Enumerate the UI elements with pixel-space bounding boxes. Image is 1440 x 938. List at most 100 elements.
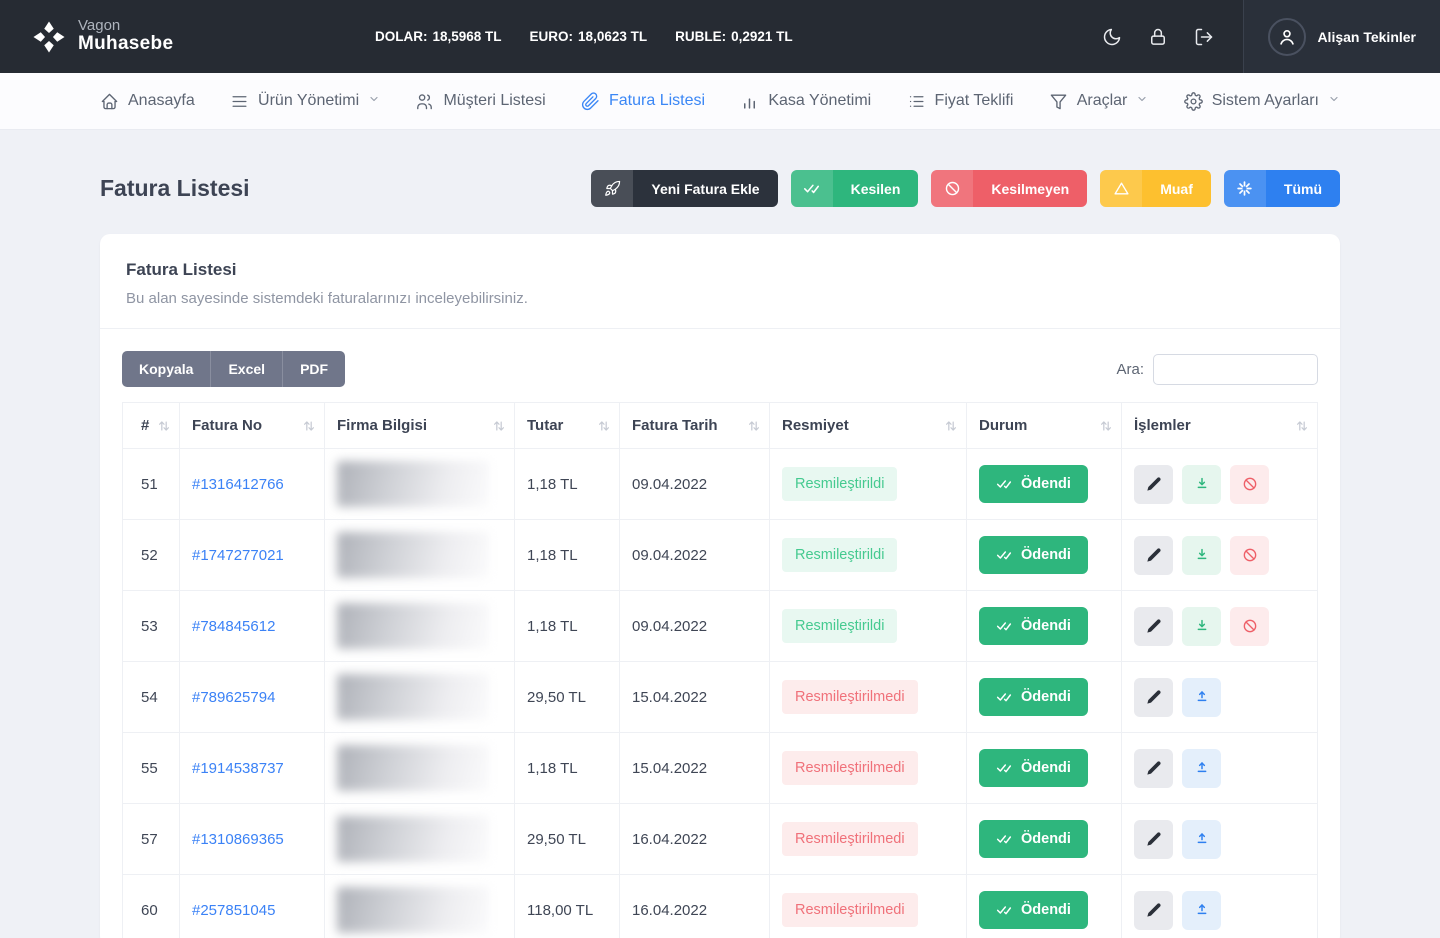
- col-header-firma-bilgisi[interactable]: Firma Bilgisi: [324, 402, 515, 449]
- download-icon: [1197, 619, 1206, 631]
- chevron-down-icon: [1328, 92, 1340, 110]
- action-group: [1134, 606, 1305, 646]
- invoice-link[interactable]: #1747277021: [192, 546, 284, 564]
- invoice-link[interactable]: #257851045: [192, 901, 276, 919]
- pdf-button[interactable]: PDF: [282, 351, 346, 387]
- sort-icon: [302, 419, 316, 433]
- col-header-tutar[interactable]: Tutar: [514, 402, 620, 449]
- ban-button[interactable]: [1230, 535, 1269, 575]
- kesilen-filter-button[interactable]: Kesilen: [790, 170, 919, 207]
- status-label: Ödendi: [1021, 476, 1071, 492]
- status-button[interactable]: Ödendi: [979, 465, 1088, 503]
- nav-label: Fiyat Teklifi: [934, 92, 1014, 109]
- table-row: 52 #1747277021 1,18 TL 09.04.2022 Resmil…: [122, 519, 1318, 591]
- download-button[interactable]: [1182, 464, 1221, 504]
- user-menu[interactable]: Alişan Tekinler: [1243, 0, 1440, 73]
- edit-button[interactable]: [1134, 890, 1173, 930]
- edit-button[interactable]: [1134, 677, 1173, 717]
- lock-button[interactable]: [1135, 14, 1181, 60]
- ban-button[interactable]: [1230, 606, 1269, 646]
- formality-badge: Resmileştirildi: [782, 538, 898, 572]
- download-button[interactable]: [1182, 535, 1221, 575]
- invoice-link[interactable]: #784845612: [192, 617, 276, 635]
- upload-button[interactable]: [1182, 819, 1221, 859]
- nav-item-sistem-ayarlari[interactable]: Sistem Ayarları: [1183, 91, 1340, 111]
- nav-item-fatura-listesi[interactable]: Fatura Listesi: [581, 91, 705, 111]
- company-blurred: [337, 887, 489, 933]
- dark-mode-toggle[interactable]: [1089, 14, 1135, 60]
- copy-button[interactable]: Kopyala: [122, 351, 211, 387]
- chevron-down-icon: [368, 92, 380, 110]
- invoice-link[interactable]: #1316412766: [192, 475, 284, 493]
- search-area: Ara:: [1116, 353, 1318, 385]
- invoice-link[interactable]: #1914538737: [192, 759, 284, 777]
- company-blurred: [337, 603, 489, 649]
- formality-badge: Resmileştirildi: [782, 609, 898, 643]
- actions-cell: [1121, 448, 1318, 520]
- status-button[interactable]: Ödendi: [979, 607, 1088, 645]
- status-button[interactable]: Ödendi: [979, 536, 1088, 574]
- download-button[interactable]: [1182, 606, 1221, 646]
- card-title: Fatura Listesi: [126, 260, 237, 279]
- col-header-fatura-no[interactable]: Fatura No: [179, 402, 325, 449]
- moon-icon: [1104, 28, 1121, 45]
- rate-ruble-label: RUBLE:: [675, 29, 727, 44]
- nav-item-kasa-yonetimi[interactable]: Kasa Yönetimi: [740, 92, 871, 111]
- nav-item-urun-yonetimi[interactable]: Ürün Yönetimi: [230, 92, 380, 111]
- nav-item-anasayfa[interactable]: Anasayfa: [100, 92, 195, 111]
- status-label: Ödendi: [1021, 902, 1071, 918]
- new-invoice-button[interactable]: Yeni Fatura Ekle: [591, 170, 778, 207]
- nav-item-musteri-listesi[interactable]: Müşteri Listesi: [415, 92, 546, 111]
- logout-button[interactable]: [1181, 14, 1227, 60]
- users-icon: [417, 93, 433, 109]
- col-header-index[interactable]: #: [122, 402, 180, 449]
- search-input[interactable]: [1153, 353, 1318, 385]
- muaf-filter-button[interactable]: Muaf: [1100, 170, 1211, 207]
- status-button[interactable]: Ödendi: [979, 749, 1088, 787]
- edit-button[interactable]: [1134, 748, 1173, 788]
- edit-button[interactable]: [1134, 819, 1173, 859]
- col-header-resmiyet[interactable]: Resmiyet: [769, 402, 967, 449]
- table-row: 51 #1316412766 1,18 TL 09.04.2022 Resmil…: [122, 448, 1318, 520]
- nav-item-fiyat-teklifi[interactable]: Fiyat Teklifi: [907, 92, 1014, 111]
- menu-icon: [232, 95, 247, 107]
- invoice-link[interactable]: #789625794: [192, 688, 276, 706]
- edit-button[interactable]: [1134, 464, 1173, 504]
- upload-button[interactable]: [1182, 748, 1221, 788]
- rate-dolar: DOLAR: 18,5968 TL: [375, 29, 502, 44]
- ban-button[interactable]: [1230, 464, 1269, 504]
- edit-button[interactable]: [1134, 535, 1173, 575]
- row-number: 60: [122, 874, 180, 938]
- sort-icon: [944, 419, 958, 433]
- upload-button[interactable]: [1182, 890, 1221, 930]
- invoice-link[interactable]: #1310869365: [192, 830, 284, 848]
- search-label: Ara:: [1116, 360, 1144, 378]
- status-button[interactable]: Ödendi: [979, 891, 1088, 929]
- nav-label: Anasayfa: [128, 92, 195, 109]
- actions-cell: [1121, 803, 1318, 875]
- invoice-amount: 1,18 TL: [514, 590, 620, 662]
- rate-dolar-label: DOLAR:: [375, 29, 428, 44]
- excel-button[interactable]: Excel: [210, 351, 283, 387]
- tumu-filter-button[interactable]: Tümü: [1223, 170, 1340, 207]
- company-blurred: [337, 674, 489, 720]
- kesilmeyen-filter-button[interactable]: Kesilmeyen: [931, 170, 1088, 207]
- nav-item-araclar[interactable]: Araçlar: [1049, 92, 1149, 111]
- action-group: [1134, 819, 1305, 859]
- logo[interactable]: Vagon Muhasebe: [30, 17, 295, 56]
- list-icon: [909, 95, 924, 107]
- double-check-icon: [996, 906, 1012, 915]
- col-header-durum[interactable]: Durum: [966, 402, 1122, 449]
- col-header-islemler[interactable]: İşlemler: [1121, 402, 1318, 449]
- edit-button[interactable]: [1134, 606, 1173, 646]
- upload-icon: [1197, 904, 1206, 915]
- table-row: 53 #784845612 1,18 TL 09.04.2022 Resmile…: [122, 590, 1318, 662]
- col-header-fatura-tarih[interactable]: Fatura Tarih: [619, 402, 770, 449]
- invoice-date: 09.04.2022: [619, 448, 770, 520]
- status-button[interactable]: Ödendi: [979, 820, 1088, 858]
- status-cell: Ödendi: [966, 519, 1122, 591]
- status-button[interactable]: Ödendi: [979, 678, 1088, 716]
- upload-button[interactable]: [1182, 677, 1221, 717]
- double-check-icon: [996, 693, 1012, 702]
- invoice-no-cell: #1747277021: [179, 519, 325, 591]
